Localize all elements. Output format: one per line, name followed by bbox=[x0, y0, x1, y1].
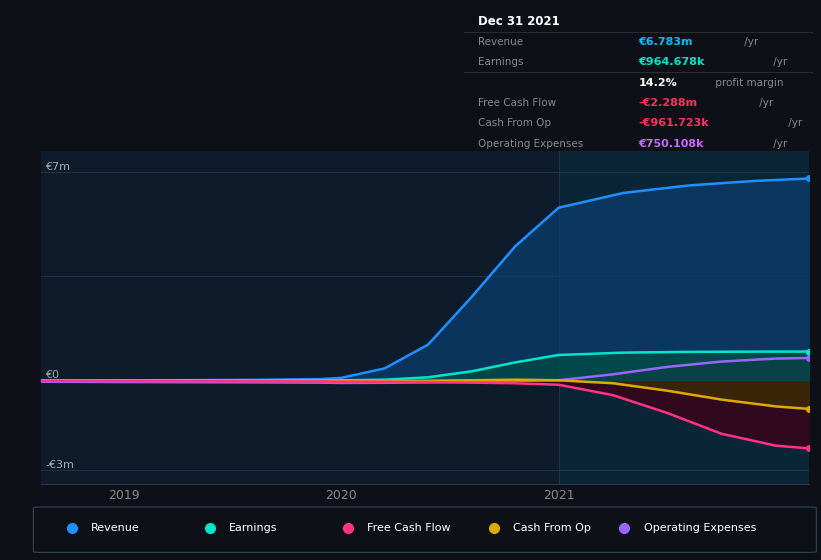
Text: /yr: /yr bbox=[770, 139, 787, 149]
Text: Free Cash Flow: Free Cash Flow bbox=[367, 523, 451, 533]
Text: Cash From Op: Cash From Op bbox=[478, 118, 551, 128]
Text: Earnings: Earnings bbox=[229, 523, 277, 533]
Text: €0: €0 bbox=[45, 370, 59, 380]
Text: €7m: €7m bbox=[45, 162, 71, 172]
Text: Operating Expenses: Operating Expenses bbox=[478, 139, 583, 149]
Text: /yr: /yr bbox=[755, 98, 773, 108]
Text: -€2.288m: -€2.288m bbox=[639, 98, 698, 108]
Text: Free Cash Flow: Free Cash Flow bbox=[478, 98, 556, 108]
Text: €750.108k: €750.108k bbox=[639, 139, 704, 149]
Text: Revenue: Revenue bbox=[91, 523, 140, 533]
Text: /yr: /yr bbox=[785, 118, 802, 128]
Text: -€961.723k: -€961.723k bbox=[639, 118, 709, 128]
Text: Operating Expenses: Operating Expenses bbox=[644, 523, 756, 533]
Text: -€3m: -€3m bbox=[45, 460, 74, 469]
Text: Revenue: Revenue bbox=[478, 37, 523, 47]
Text: Cash From Op: Cash From Op bbox=[513, 523, 591, 533]
Text: Dec 31 2021: Dec 31 2021 bbox=[478, 15, 560, 28]
Text: /yr: /yr bbox=[770, 57, 787, 67]
Text: /yr: /yr bbox=[741, 37, 758, 47]
Text: Earnings: Earnings bbox=[478, 57, 523, 67]
Text: 14.2%: 14.2% bbox=[639, 78, 677, 87]
Bar bbox=[558, 151, 809, 484]
Text: €964.678k: €964.678k bbox=[639, 57, 704, 67]
Text: profit margin: profit margin bbox=[712, 78, 783, 87]
Text: €6.783m: €6.783m bbox=[639, 37, 693, 47]
